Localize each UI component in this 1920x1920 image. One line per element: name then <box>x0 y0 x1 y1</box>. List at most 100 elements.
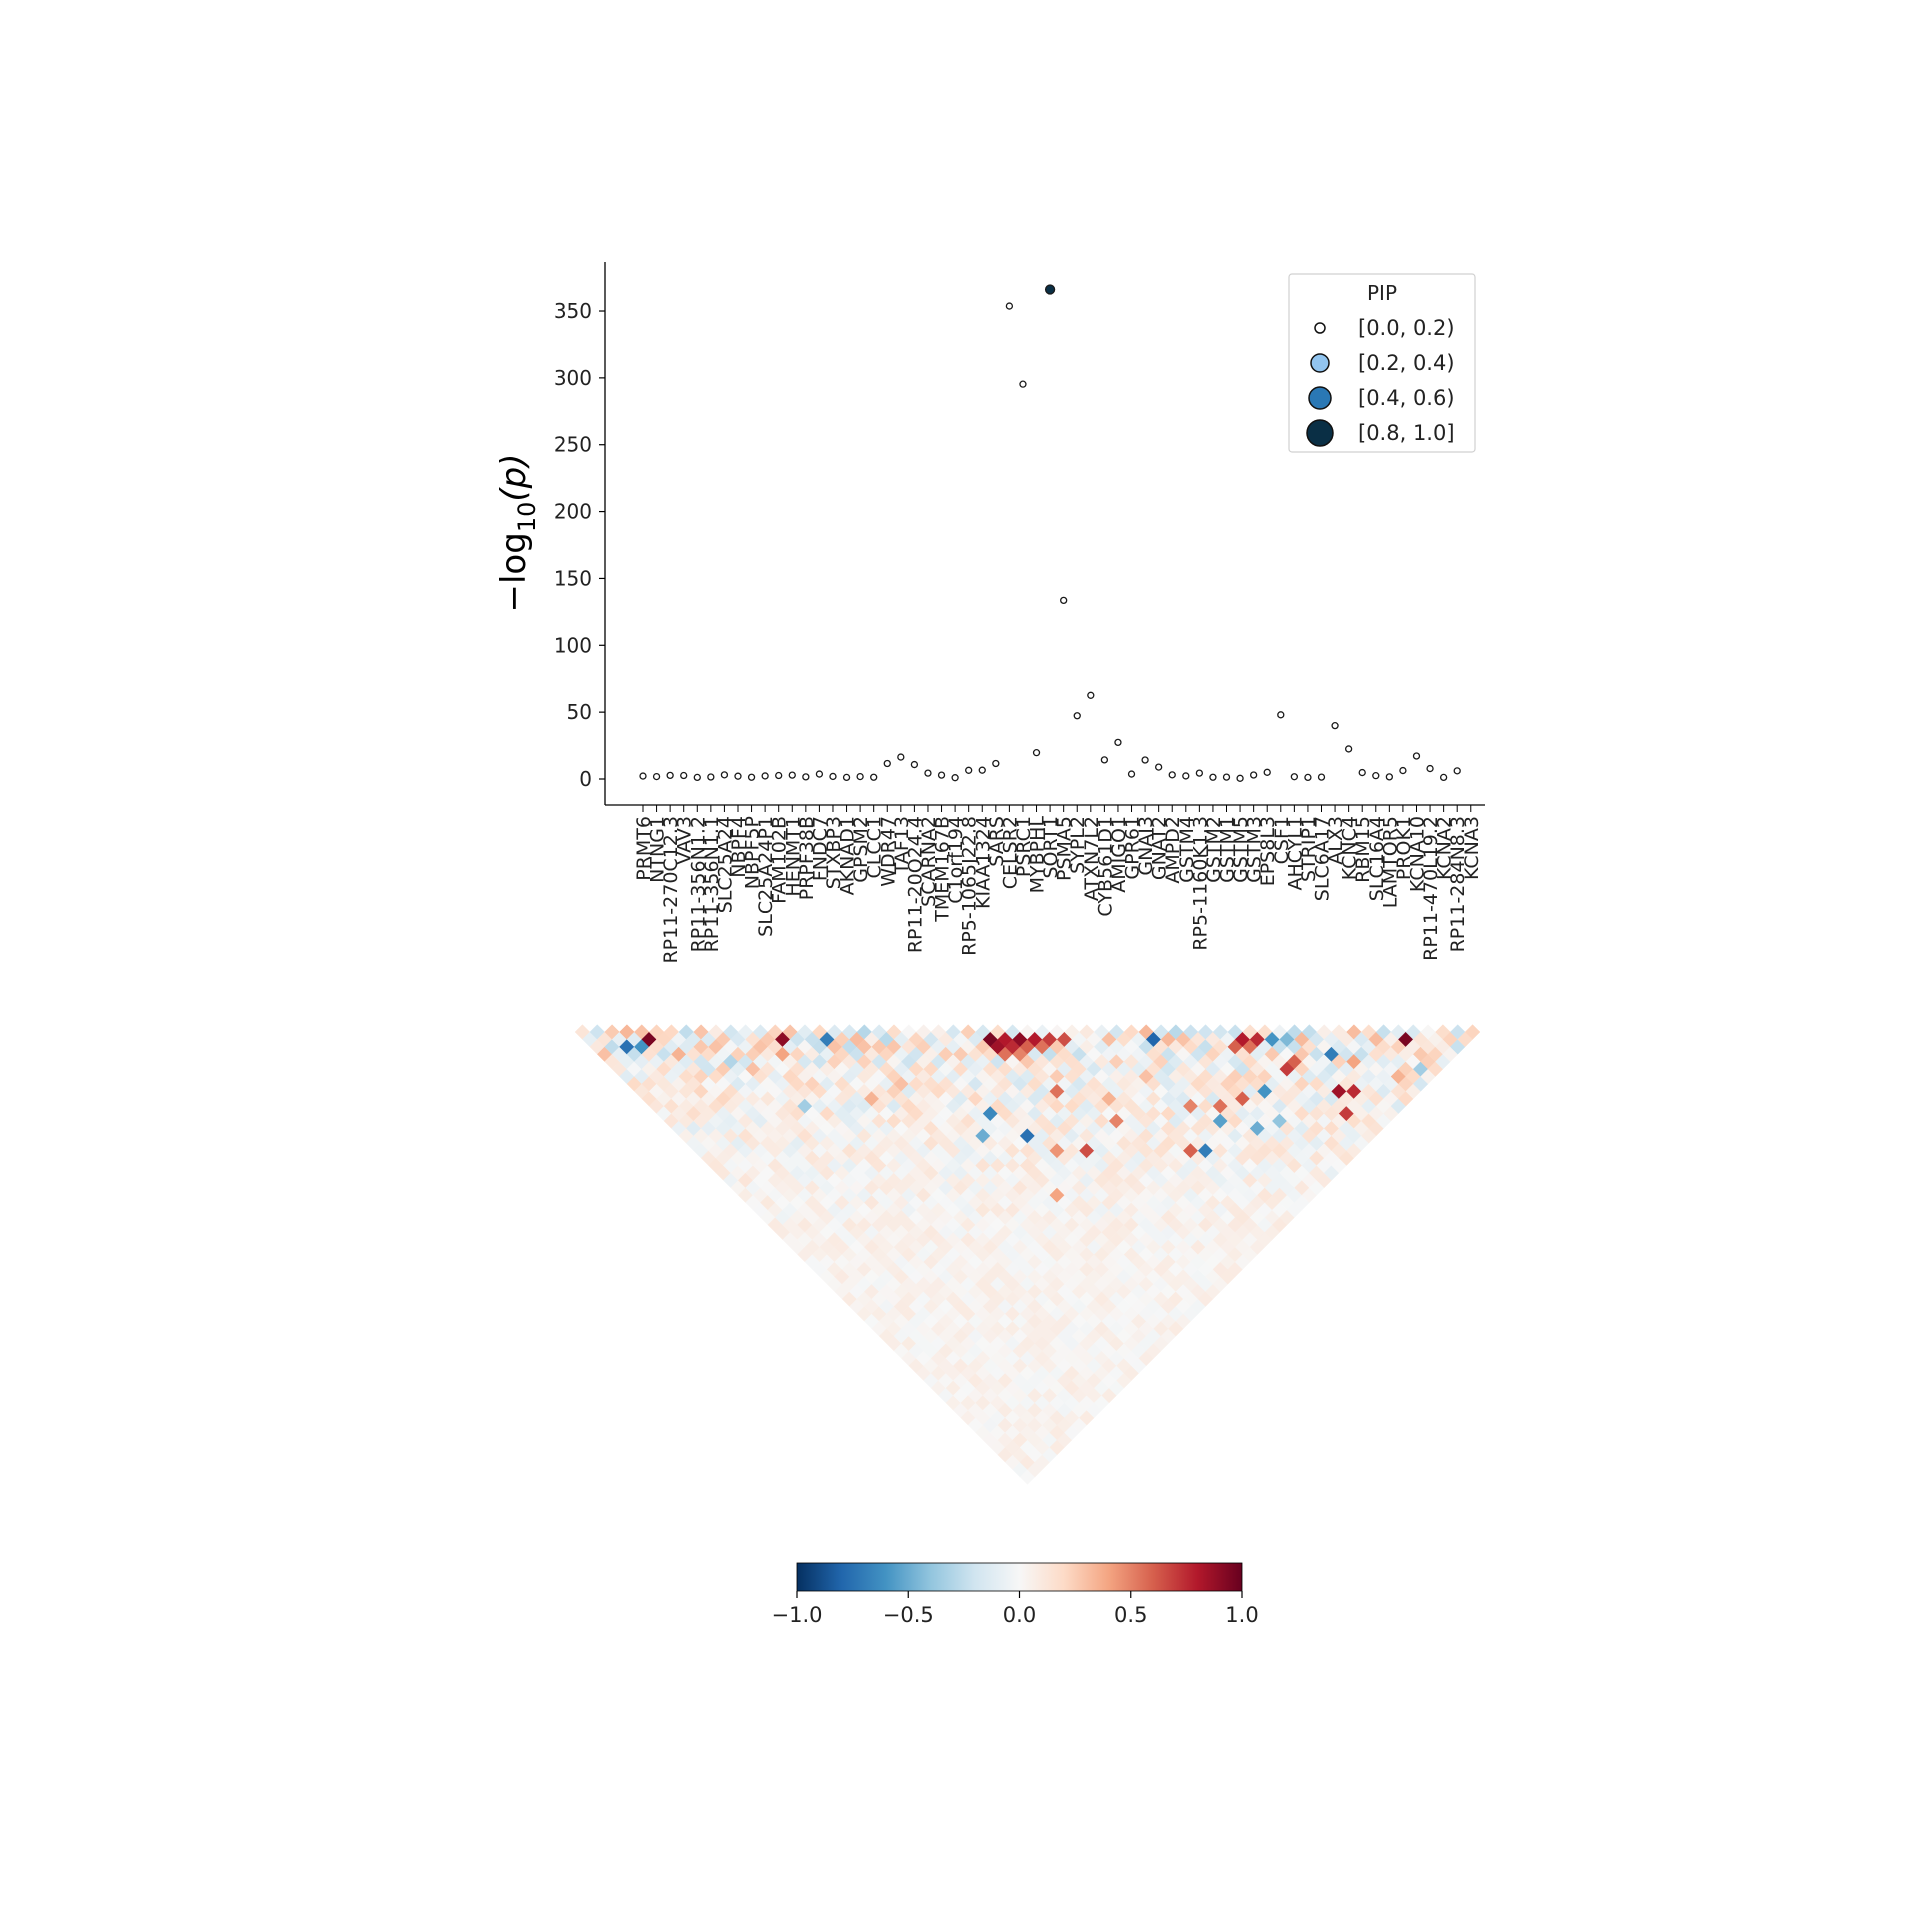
legend-label: [0.0, 0.2) <box>1358 316 1455 340</box>
scatter-point <box>1344 745 1353 753</box>
scatter-point <box>1290 773 1299 781</box>
x-tick-label: KIAA1324 <box>972 816 994 909</box>
x-tick-label: VAV3 <box>674 816 696 865</box>
colorbar-gradient <box>796 1562 1243 1592</box>
x-tick-label: GPR61 <box>1122 816 1144 880</box>
legend-entries: [0.0, 0.2) [0.2, 0.4) [0.4, 0.6) [0.8, 1.0] <box>1306 316 1455 447</box>
x-tick-label: PRPF38B <box>796 816 818 900</box>
x-tick-label: FAM102B <box>769 816 791 904</box>
scatter-point <box>1317 773 1326 781</box>
scatter-point <box>910 760 919 769</box>
x-tick-label: CSF1 <box>1271 816 1293 864</box>
colorbar: −1.0 −0.5 0.0 0.5 1.0 <box>772 1562 1259 1627</box>
x-tick-label: AHCYL1 <box>1284 816 1306 891</box>
legend-label: [0.2, 0.4) <box>1358 351 1455 375</box>
scatter-point <box>802 773 810 781</box>
x-tick-label: GSTM2 <box>1203 816 1225 883</box>
scatter-point <box>978 766 986 774</box>
x-tick-label: CELSR2 <box>999 816 1021 889</box>
scatter-point <box>788 771 796 779</box>
x-tick-label: HENMT1 <box>782 816 804 897</box>
x-tick-label: NTNG1 <box>647 816 669 883</box>
x-tick-label: GNAT2 <box>1149 816 1171 880</box>
x-tick-label: PSRC1 <box>1013 816 1035 877</box>
scatter-point <box>1331 721 1339 730</box>
scatter-point <box>666 771 674 780</box>
x-tick-label: PRMT6 <box>633 816 655 881</box>
scatter-point <box>1019 380 1027 388</box>
scatter-point <box>870 773 878 781</box>
scatter-point <box>720 771 729 779</box>
x-tick-label: KCNC4 <box>1339 816 1361 880</box>
x-tick-label: ATXN7L2 <box>1081 816 1103 901</box>
x-tick-label: SLC6A17 <box>1312 816 1334 901</box>
colorbar-tick-label: 0.5 <box>1114 1603 1147 1627</box>
scatter-point <box>1250 771 1258 779</box>
scatter-point <box>1073 712 1081 720</box>
x-tick-label: CYB561D1 <box>1094 816 1116 917</box>
scatter-point <box>937 771 946 779</box>
legend-marker <box>1310 353 1330 373</box>
scatter-point <box>1304 773 1312 782</box>
x-tick-label: NBPF5P <box>742 816 764 889</box>
legend-marker <box>1308 386 1332 410</box>
x-tick-label: NBPF4 <box>728 816 750 878</box>
x-tick-label: SYPL2 <box>1067 816 1089 874</box>
colorbar-tick-label: 0.0 <box>1003 1603 1036 1627</box>
x-tick-label: SLC25A24P1 <box>755 816 777 937</box>
x-tick-label: GSTM5 <box>1230 816 1252 883</box>
x-tick-label: RP11-356N1.2 <box>687 816 709 952</box>
x-tick-label: KCNA2 <box>1434 816 1456 880</box>
legend-label: [0.4, 0.6) <box>1358 386 1455 410</box>
scatter-point <box>1044 284 1056 295</box>
scatter-point <box>924 769 932 777</box>
x-tick-label: RP11-270C12.3 <box>660 816 682 964</box>
x-tick-label: RBM15 <box>1352 816 1374 883</box>
x-tick-label: LAMTOR5 <box>1379 816 1401 908</box>
x-tick-label: GSTM3 <box>1244 816 1266 883</box>
x-tick-label: MYBPHL <box>1027 816 1049 894</box>
legend-frame <box>1288 273 1476 453</box>
scatter-point <box>1032 749 1041 757</box>
x-tick-label: GSTM4 <box>1176 816 1198 883</box>
y-tick-label: 200 <box>554 500 592 524</box>
colorbar-tick-label: −0.5 <box>883 1603 934 1627</box>
x-tick-label: PROK1 <box>1393 816 1415 880</box>
x-tick-label: PSMA5 <box>1054 816 1076 881</box>
scatter-point <box>897 753 905 761</box>
scatter-point <box>1453 767 1461 775</box>
colorbar-tick-label: −1.0 <box>772 1603 823 1627</box>
x-tick-label: FNDC7 <box>809 816 831 881</box>
pvalue-scatter-panel: 0 50 100 150 200 250 300 350 −log10(p) PRMT6NTN… <box>494 262 1485 964</box>
scatter-point <box>1182 772 1190 780</box>
colorbar-tick-label: 1.0 <box>1225 1603 1258 1627</box>
ld-heatmap <box>574 1024 1481 1485</box>
x-tick-label: RP11-20O24.4 <box>904 816 926 953</box>
legend-label: [0.8, 1.0] <box>1358 421 1455 445</box>
scatter-point <box>856 772 864 781</box>
x-tick-label: C1orf194 <box>945 816 967 904</box>
scatter-point <box>1358 768 1366 777</box>
scatter-point <box>1222 773 1231 781</box>
x-tick-label: SORT1 <box>1040 816 1062 879</box>
x-tick-label: RP11-470L19.2 <box>1420 816 1442 961</box>
x-tick-label: CLCC1 <box>864 816 886 878</box>
scatter-point <box>1168 771 1176 779</box>
legend-title: PIP <box>1367 281 1397 305</box>
y-tick-label: 350 <box>554 299 592 323</box>
legend-marker <box>1306 419 1334 447</box>
scatter-point <box>734 772 742 780</box>
x-tick-label: STRIP1 <box>1298 816 1320 882</box>
x-tick-label: KCNA3 <box>1461 816 1483 880</box>
y-tick-label: 100 <box>554 633 592 657</box>
x-tick-label: ALX3 <box>1325 816 1347 865</box>
scatter-point <box>693 773 701 782</box>
y-tick-label: 300 <box>554 366 592 390</box>
scatter-point <box>1114 738 1122 747</box>
scatter-point <box>1372 772 1380 780</box>
scatter-point <box>1087 691 1095 699</box>
y-tick-label: 50 <box>567 700 592 724</box>
scatter-point <box>639 772 647 780</box>
scatter-point <box>1060 596 1068 605</box>
